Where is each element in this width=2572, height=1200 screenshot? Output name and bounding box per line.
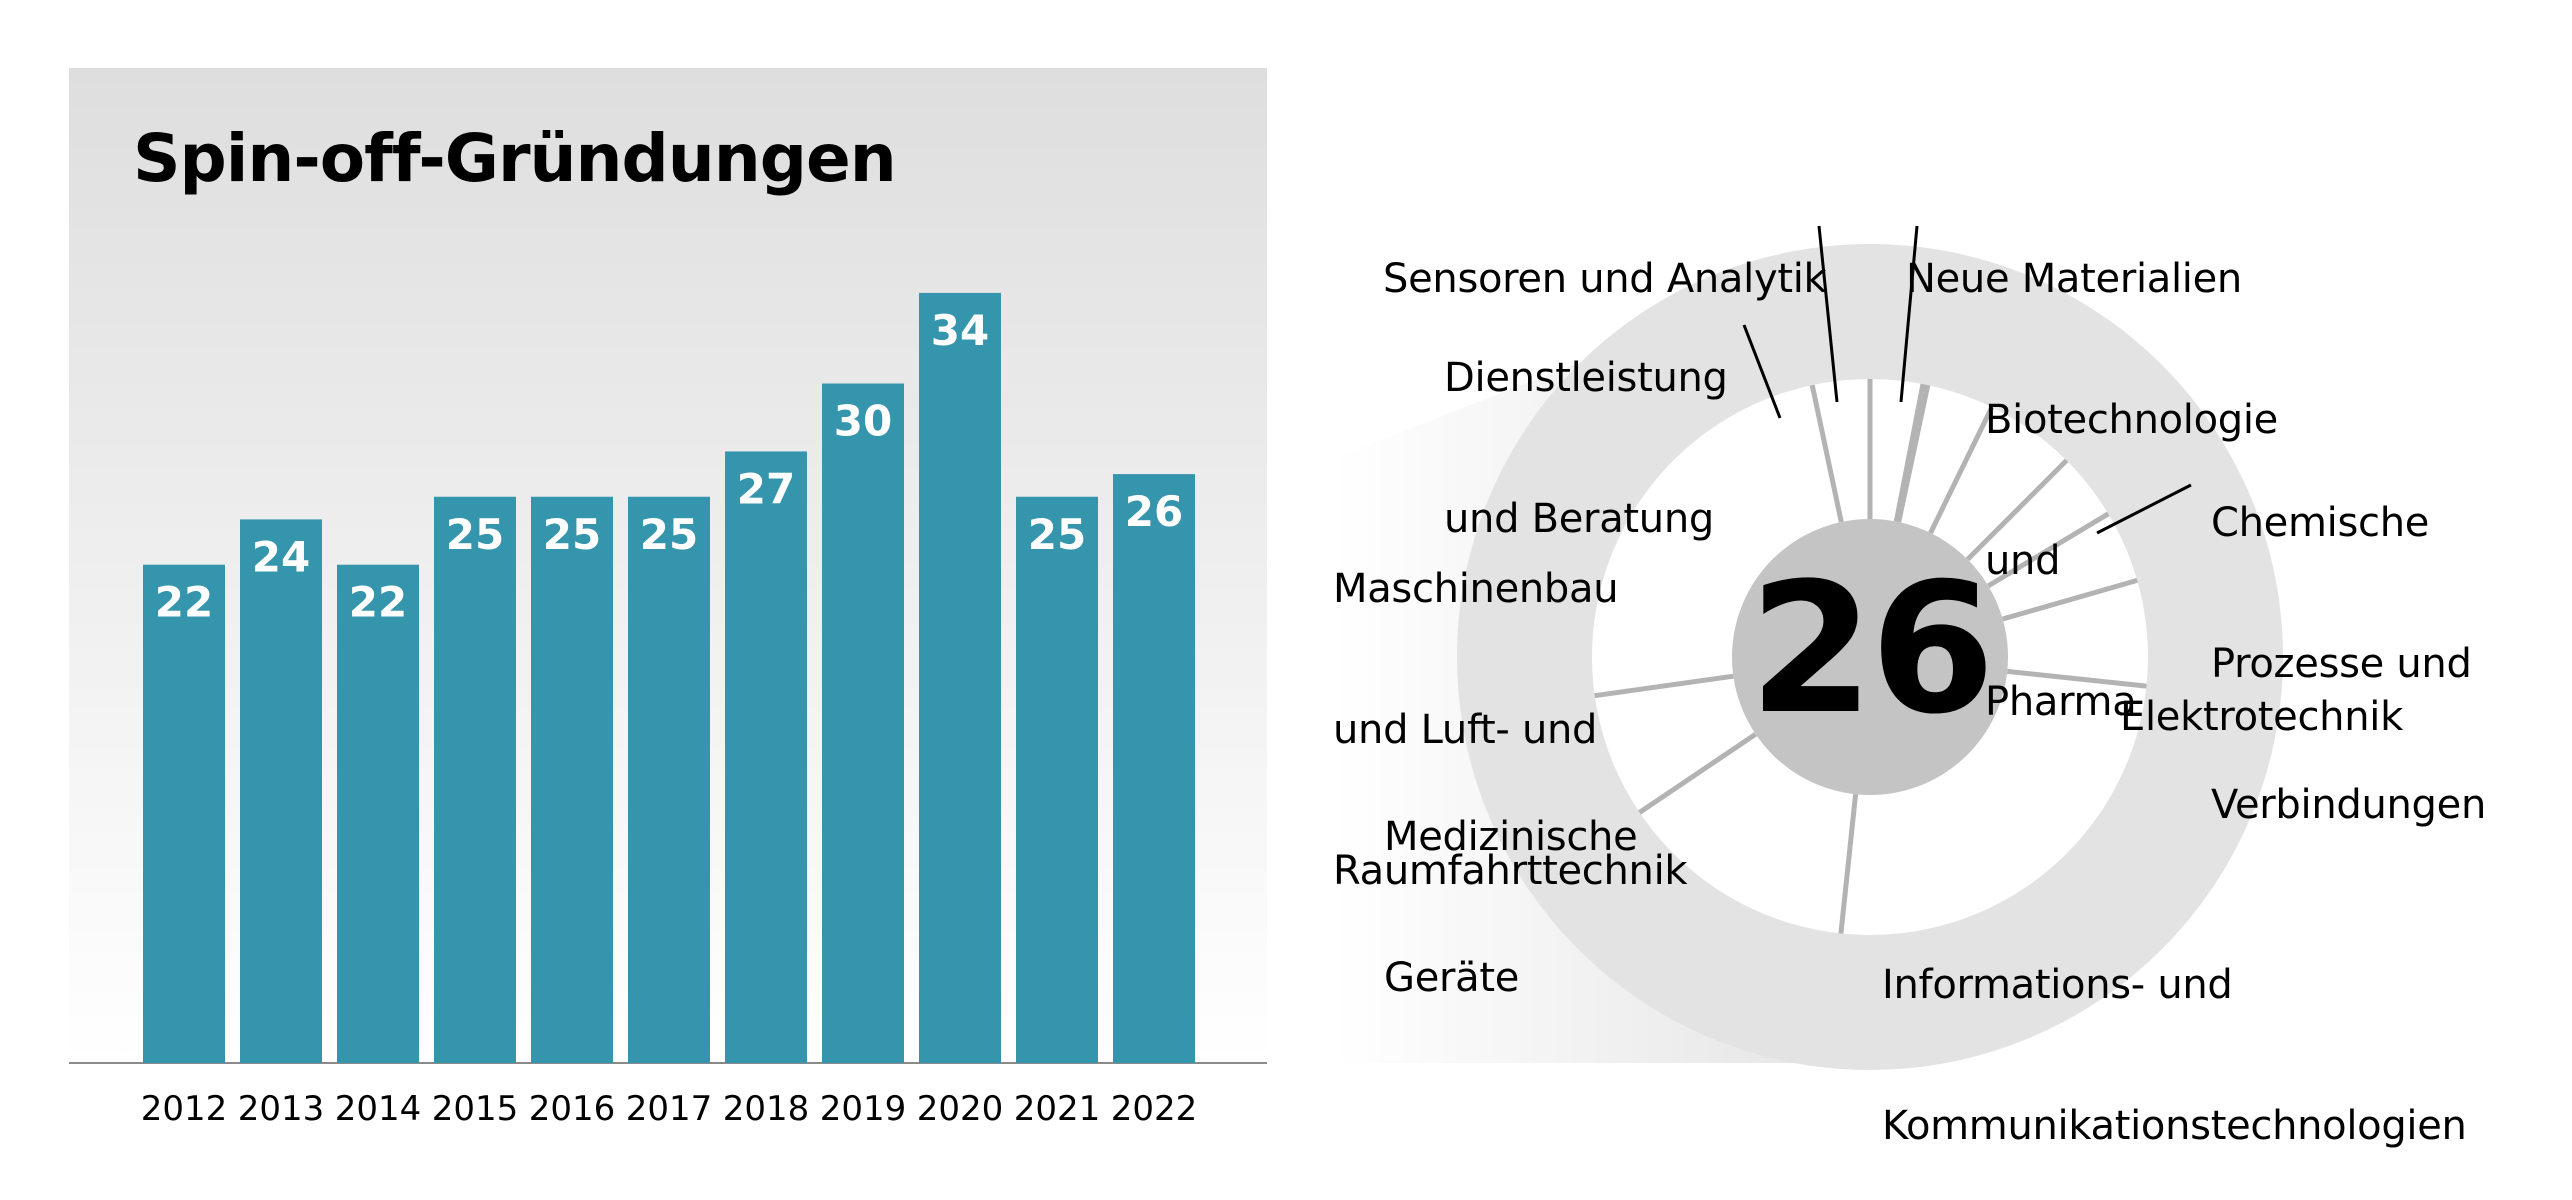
x-tick-label: 2014: [335, 1089, 422, 1129]
x-tick-label: 2013: [238, 1089, 325, 1129]
chart-title: Spin-off-Gründungen: [133, 120, 897, 197]
x-tick-label: 2012: [141, 1089, 228, 1129]
donut-segment-divider: [1893, 383, 1926, 522]
label-sensoren-und-analytik: Sensoren und Analytik: [1383, 162, 1827, 350]
donut-segment-divider: [1928, 406, 1995, 535]
label-elektrotechnik: Elektrotechnik: [2120, 600, 2403, 788]
donut-segment-divider: [1638, 732, 1757, 815]
x-tick-label: 2022: [1111, 1089, 1198, 1129]
x-tick-label: 2019: [820, 1089, 907, 1129]
label-line: Geräte: [1384, 955, 1520, 1001]
bar-value-label: 30: [834, 397, 892, 446]
bar-2019: [822, 383, 904, 1063]
donut-segment-divider: [2006, 668, 2147, 689]
donut-segment-divider: [1896, 384, 1931, 523]
label-line: Medizinische: [1384, 814, 1638, 860]
x-tick-label: 2020: [917, 1089, 1004, 1129]
leader-line-sensoren: [1817, 225, 1839, 403]
label-line: Elektrotechnik: [2120, 694, 2403, 740]
label-biotechnologie-und-pharma: Biotechnologie und Pharma: [1985, 303, 2278, 773]
bar-value-label: 34: [931, 306, 989, 355]
label-neue-materialien: Neue Materialien: [1906, 162, 2242, 350]
bar-2015: [434, 496, 516, 1063]
donut-segment-divider: [1838, 793, 1859, 934]
bar-value-label: 26: [1125, 487, 1183, 536]
bar-2014: [337, 564, 419, 1063]
bar-value-label: 25: [640, 510, 698, 559]
label-line: Neue Materialien: [1906, 256, 2242, 302]
label-line: Maschinenbau: [1333, 566, 1619, 612]
bar-value-label: 25: [1028, 510, 1086, 559]
leader-line-dienstleistung: [1742, 324, 1782, 419]
bar-2017: [628, 496, 710, 1063]
donut-center-value: 26: [1748, 545, 1996, 754]
label-line: und Beratung: [1444, 496, 1714, 542]
bar-value-label: 25: [543, 510, 601, 559]
label-line: Chemische: [2211, 500, 2430, 546]
label-chemische-prozesse: Chemische Prozesse und Verbindungen: [2211, 406, 2486, 876]
bar-value-label: 25: [446, 510, 504, 559]
donut-center: [1732, 519, 2008, 795]
label-line: Prozesse und: [2211, 641, 2472, 687]
label-line: Verbindungen: [2211, 782, 2487, 828]
label-line: Informations- und: [1882, 962, 2233, 1008]
bar-2020: [919, 292, 1001, 1063]
label-line: und: [1985, 538, 2061, 584]
bar-value-label: 24: [252, 532, 310, 581]
bar-2016: [531, 496, 613, 1063]
label-dienstleistung-und-beratung: Dienstleistung und Beratung: [1444, 261, 1728, 590]
donut-segment-divider: [1809, 384, 1844, 523]
bar-2021: [1016, 496, 1098, 1063]
label-medizinische-geraete: Medizinische Geräte: [1384, 720, 1638, 1049]
label-informations-und-kommunikationstechnologien: Informations- und Kommunikationstechnolo…: [1882, 868, 2467, 1197]
label-line: Pharma: [1985, 679, 2137, 725]
x-tick-label: 2017: [626, 1089, 713, 1129]
label-line: Dienstleistung: [1444, 355, 1728, 401]
bar-2022: [1113, 474, 1195, 1064]
bar-value-label: 22: [349, 578, 407, 627]
label-maschinenbau: Maschinenbau und Luft- und Raumfahrttech…: [1333, 472, 1688, 942]
label-line: Sensoren und Analytik: [1383, 256, 1827, 302]
x-tick-label: 2015: [432, 1089, 519, 1129]
x-tick-label: 2016: [529, 1089, 616, 1129]
label-line: Biotechnologie: [1985, 397, 2278, 443]
donut-segment-divider: [2002, 577, 2138, 622]
donut-segment-divider: [1987, 511, 2110, 589]
label-line: Kommunikationstechnologien: [1882, 1103, 2467, 1149]
bar-value-label: 27: [737, 464, 795, 513]
donut-segment-divider: [1965, 458, 2069, 562]
label-line: Raumfahrttechnik: [1333, 848, 1688, 894]
bar-value-label: 22: [155, 578, 213, 627]
x-tick-label: 2018: [723, 1089, 810, 1129]
bar-2018: [725, 451, 807, 1063]
leader-line-chemie: [2096, 483, 2192, 535]
x-tick-label: 2021: [1014, 1089, 1101, 1129]
leader-line-materialien: [1899, 225, 1919, 403]
bar-2013: [240, 519, 322, 1063]
donut-segment-divider: [1594, 673, 1734, 699]
bar-2012: [143, 564, 225, 1063]
label-line: und Luft- und: [1333, 707, 1598, 753]
